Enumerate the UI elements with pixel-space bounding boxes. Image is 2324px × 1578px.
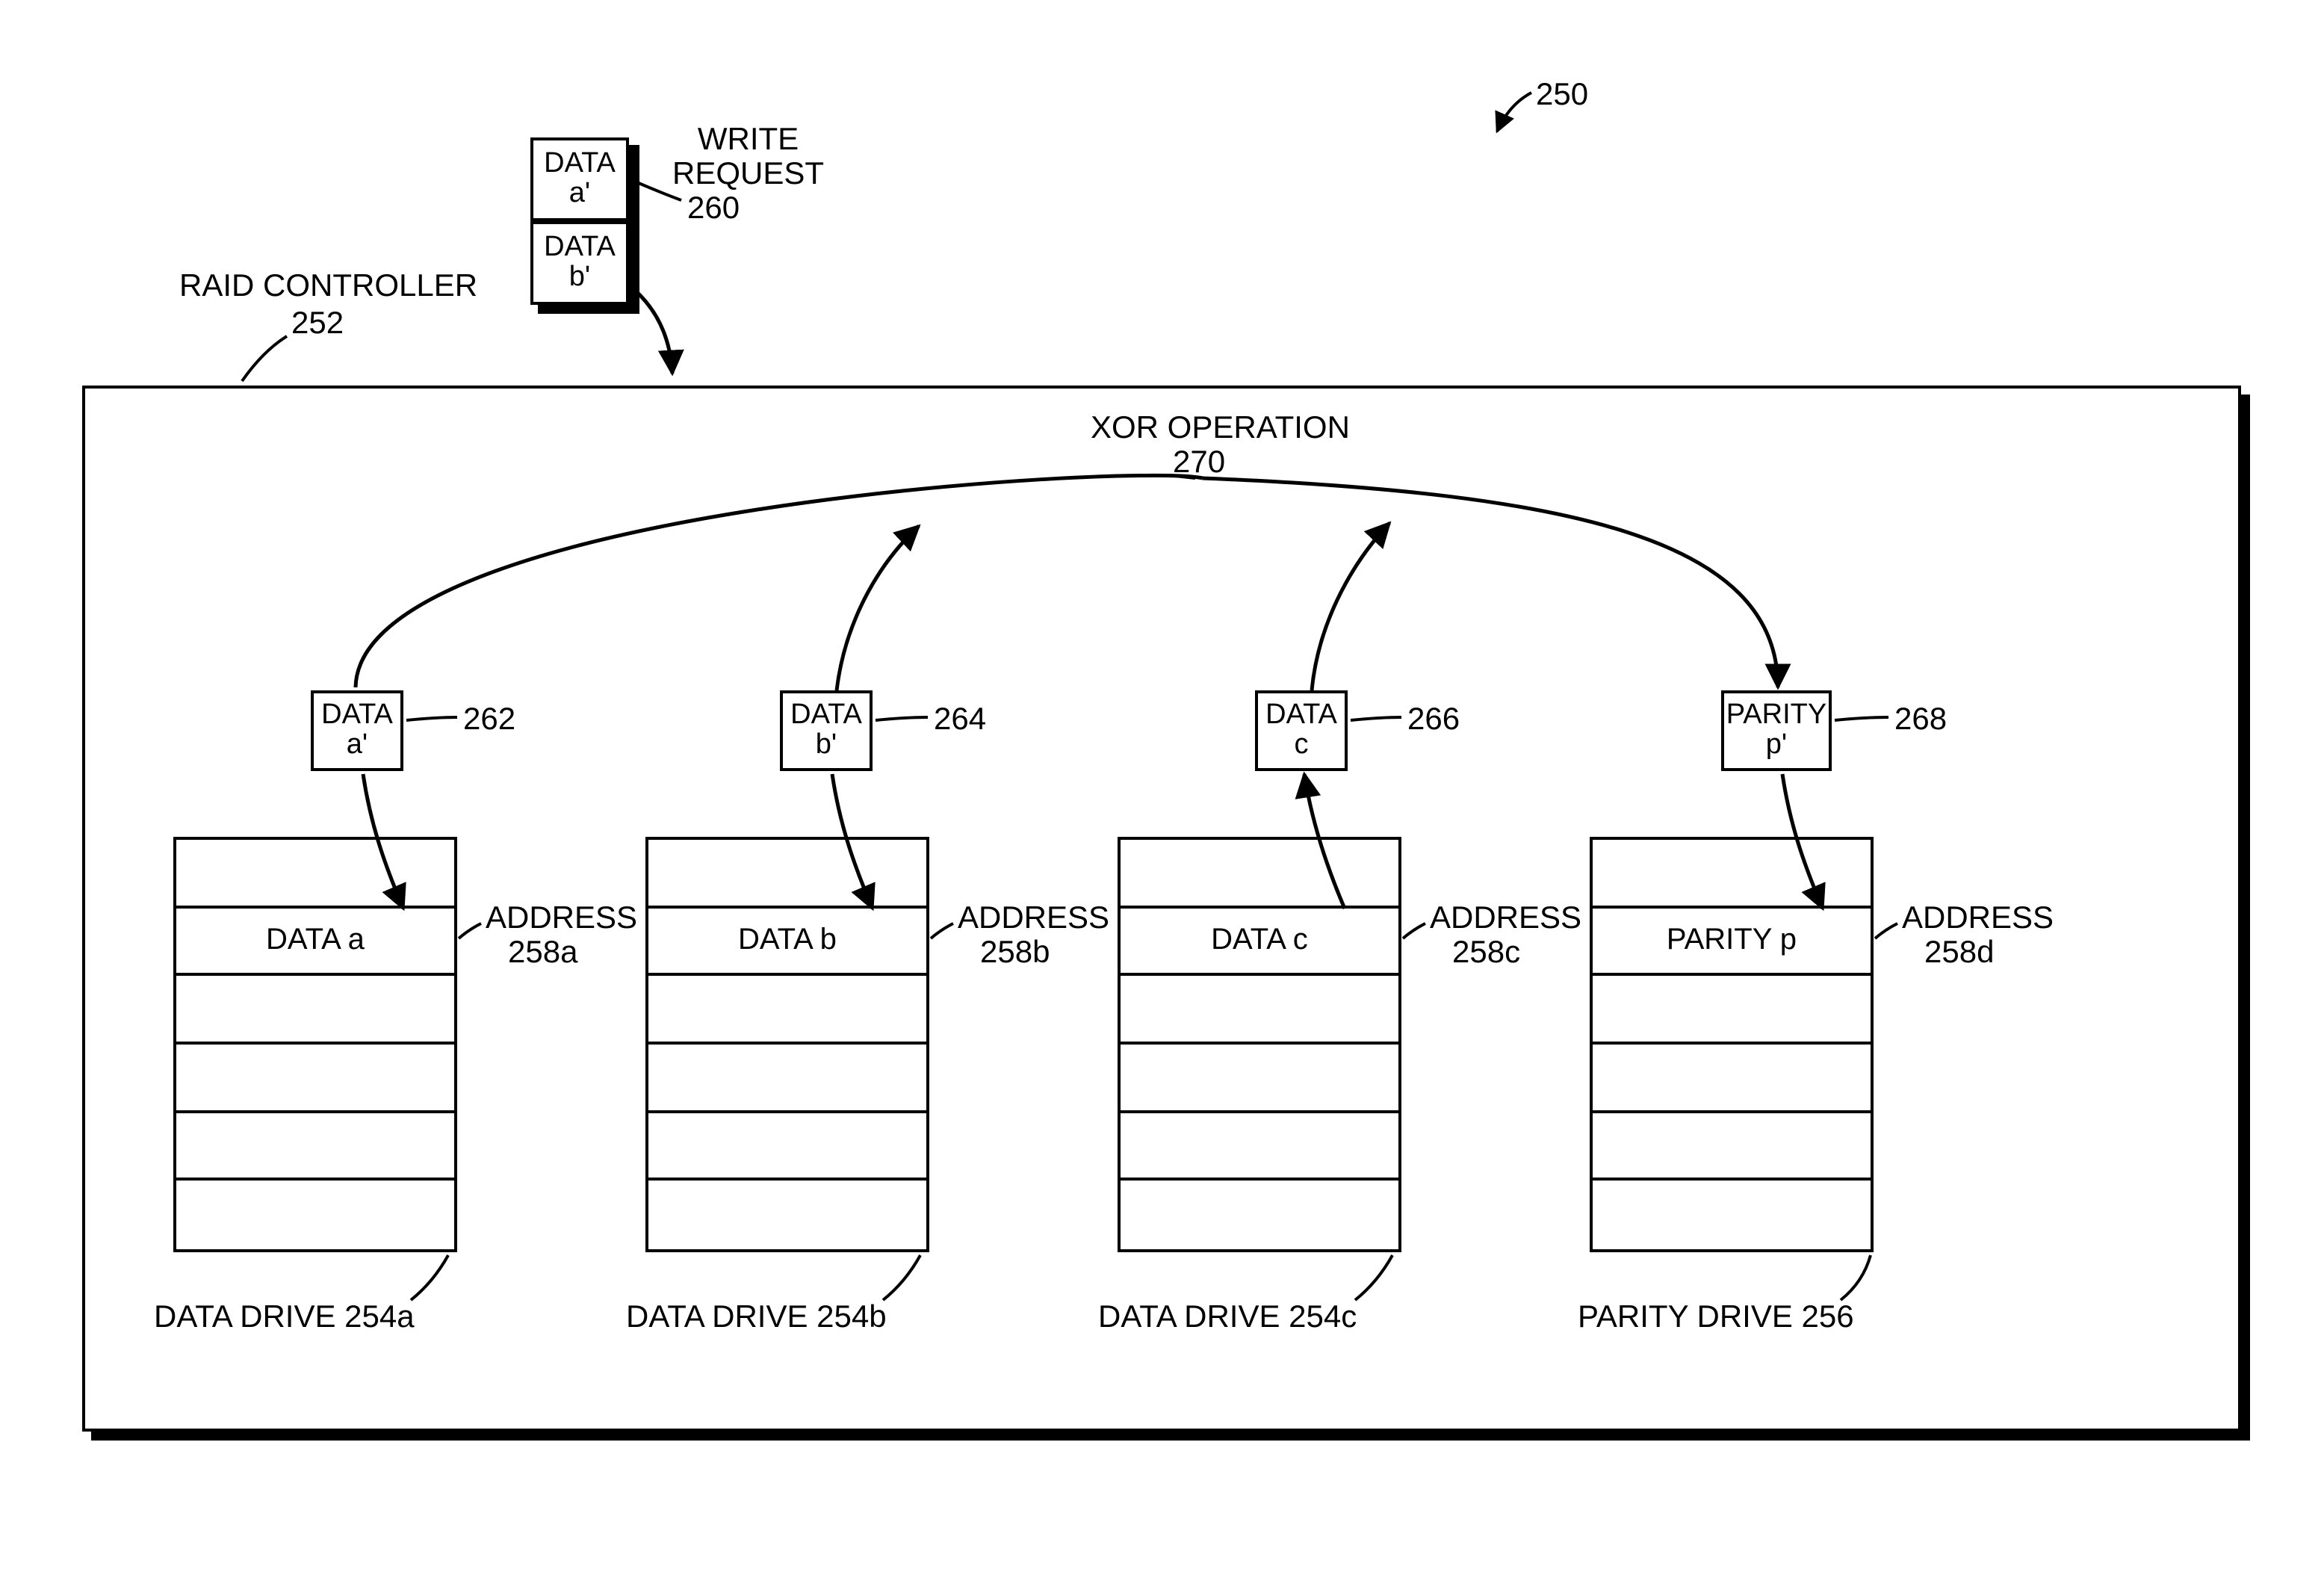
- write-a-line1: DATA: [544, 149, 616, 179]
- drive-p-content: PARITY p: [1667, 923, 1797, 958]
- data-box-b: DATA b': [780, 690, 873, 771]
- address-a-label: ADDRESS: [486, 901, 637, 935]
- drive-c-row1: DATA c: [1121, 908, 1398, 976]
- data-p-l2: p': [1766, 731, 1787, 761]
- write-request-ref: 260: [687, 191, 740, 226]
- address-b-label: ADDRESS: [958, 901, 1109, 935]
- write-b-line2: b': [569, 263, 590, 293]
- data-c-l2: c: [1295, 731, 1309, 761]
- drive-a-row1: DATA a: [176, 908, 454, 976]
- write-box-b: DATA b': [530, 221, 629, 305]
- drive-a-row3: [176, 1045, 454, 1113]
- figure-ref-label: 250: [1536, 78, 1588, 112]
- drive-p-row1: PARITY p: [1593, 908, 1871, 976]
- drive-a-row4: [176, 1113, 454, 1181]
- write-b-line1: DATA: [544, 233, 616, 263]
- drive-a-row0: [176, 840, 454, 908]
- address-b-ref: 258b: [980, 935, 1050, 970]
- drive-a-row5: [176, 1181, 454, 1249]
- drive-p-row0: [1593, 840, 1871, 908]
- drive-b-label: DATA DRIVE 254b: [626, 1300, 887, 1334]
- data-b-l1: DATA: [790, 701, 862, 731]
- data-c-ref: 266: [1407, 702, 1460, 737]
- drive-a-row2: [176, 977, 454, 1045]
- diagram-canvas: 250 DATA a' DATA b' WRITE REQUEST 260 RA…: [0, 0, 2323, 1578]
- drive-c-row5: [1121, 1181, 1398, 1249]
- drive-c-label: DATA DRIVE 254c: [1098, 1300, 1357, 1334]
- drive-c-row0: [1121, 840, 1398, 908]
- data-a-l2: a': [347, 731, 368, 761]
- data-a-ref: 262: [463, 702, 515, 737]
- address-c-ref: 258c: [1452, 935, 1520, 970]
- data-box-c: DATA c: [1255, 690, 1348, 771]
- drive-b-row3: [648, 1045, 926, 1113]
- drive-p-row2: [1593, 977, 1871, 1045]
- drive-c-row2: [1121, 977, 1398, 1045]
- drive-b-row4: [648, 1113, 926, 1181]
- drive-b-content: DATA b: [738, 923, 837, 958]
- drive-c: DATA c: [1118, 837, 1401, 1252]
- drive-p: PARITY p: [1590, 837, 1874, 1252]
- drive-a-label: DATA DRIVE 254a: [154, 1300, 415, 1334]
- data-b-ref: 264: [934, 702, 986, 737]
- xor-title: XOR OPERATION: [1091, 411, 1350, 445]
- controller-title: RAID CONTROLLER: [179, 269, 477, 303]
- data-p-ref: 268: [1894, 702, 1947, 737]
- drive-b-row1: DATA b: [648, 908, 926, 976]
- write-request-title: WRITE REQUEST: [672, 123, 824, 191]
- drive-b: DATA b: [645, 837, 929, 1252]
- address-c-label: ADDRESS: [1430, 901, 1581, 935]
- xor-ref: 270: [1173, 445, 1225, 480]
- data-b-l2: b': [816, 731, 837, 761]
- data-box-a: DATA a': [311, 690, 403, 771]
- address-p-ref: 258d: [1924, 935, 1994, 970]
- drive-c-row3: [1121, 1045, 1398, 1113]
- drive-b-row5: [648, 1181, 926, 1249]
- controller-ref: 252: [291, 306, 344, 341]
- drive-p-row3: [1593, 1045, 1871, 1113]
- drive-p-row5: [1593, 1181, 1871, 1249]
- data-box-p: PARITY p': [1721, 690, 1832, 771]
- data-c-l1: DATA: [1265, 701, 1337, 731]
- drive-b-row0: [648, 840, 926, 908]
- address-a-ref: 258a: [508, 935, 577, 970]
- write-box-a: DATA a': [530, 137, 629, 221]
- drive-a: DATA a: [173, 837, 457, 1252]
- data-a-l1: DATA: [321, 701, 393, 731]
- drive-c-content: DATA c: [1211, 923, 1308, 958]
- address-p-label: ADDRESS: [1902, 901, 2054, 935]
- drive-b-row2: [648, 977, 926, 1045]
- drive-p-row4: [1593, 1113, 1871, 1181]
- data-p-l1: PARITY: [1726, 701, 1826, 731]
- drive-c-row4: [1121, 1113, 1398, 1181]
- drive-p-label: PARITY DRIVE 256: [1578, 1300, 1854, 1334]
- drive-a-content: DATA a: [266, 923, 365, 958]
- write-a-line2: a': [569, 179, 590, 209]
